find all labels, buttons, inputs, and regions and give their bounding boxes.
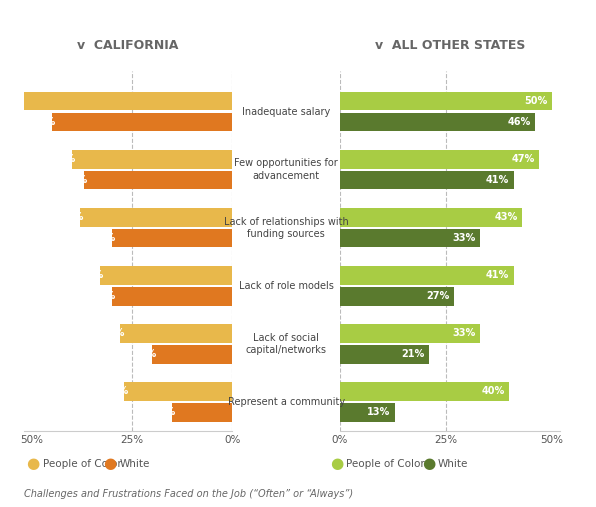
Bar (112, 287, 232, 306)
Bar (112, 229, 232, 247)
Text: 27%: 27% (105, 386, 128, 396)
Text: White: White (119, 459, 150, 469)
Bar (340, 345, 429, 364)
Text: People of Color: People of Color (346, 459, 424, 469)
Text: 47%: 47% (511, 154, 535, 164)
Text: 41%: 41% (486, 270, 510, 280)
Text: Inadequate salary: Inadequate salary (242, 106, 330, 117)
Text: 37%: 37% (65, 175, 88, 185)
Text: 27%: 27% (427, 291, 450, 301)
Text: Challenges and Frustrations Faced on the Job (“Often” or “Always”): Challenges and Frustrations Faced on the… (24, 489, 353, 499)
Bar (172, 403, 232, 422)
Text: Lack of social
capital/networks: Lack of social capital/networks (246, 333, 327, 355)
Text: 30%: 30% (93, 233, 116, 243)
Text: 43%: 43% (495, 212, 518, 222)
Text: 28%: 28% (101, 329, 124, 338)
Bar (340, 208, 522, 227)
Text: White: White (438, 459, 468, 469)
Text: 33%: 33% (452, 329, 476, 338)
Text: ●: ● (330, 456, 343, 472)
Text: 41%: 41% (486, 175, 510, 185)
Text: 45%: 45% (33, 117, 56, 127)
Text: Few opportunities for
advancement: Few opportunities for advancement (234, 159, 338, 181)
Text: 30%: 30% (93, 291, 116, 301)
Bar (340, 171, 514, 190)
Bar (340, 150, 539, 168)
Text: Lack of relationships with
funding sources: Lack of relationships with funding sourc… (224, 216, 349, 239)
Bar (16, 92, 232, 111)
Bar (340, 403, 395, 422)
Bar (340, 382, 510, 401)
Text: 50%: 50% (524, 96, 548, 106)
Text: 38%: 38% (61, 212, 84, 222)
Text: ●: ● (423, 456, 436, 472)
Text: Represent a community: Represent a community (228, 397, 344, 407)
Bar (84, 171, 232, 190)
Text: 40%: 40% (482, 386, 505, 396)
Bar (120, 324, 232, 343)
Bar (340, 92, 552, 111)
Text: 40%: 40% (52, 154, 76, 164)
Text: 21%: 21% (401, 349, 424, 359)
Text: 33%: 33% (452, 233, 476, 243)
Text: Lack of role models: Lack of role models (238, 281, 334, 291)
Text: 46%: 46% (507, 117, 530, 127)
Text: ●: ● (26, 456, 39, 472)
Bar (72, 150, 232, 168)
Text: v  ALL OTHER STATES: v ALL OTHER STATES (375, 39, 525, 52)
Text: 20%: 20% (133, 349, 156, 359)
Bar (80, 208, 232, 227)
Text: 13%: 13% (367, 407, 390, 417)
Bar (152, 345, 232, 364)
Text: 33%: 33% (81, 270, 104, 280)
Text: People of Color: People of Color (43, 459, 122, 469)
Text: v  CALIFORNIA: v CALIFORNIA (77, 39, 179, 52)
Text: 54%: 54% (0, 96, 20, 106)
Text: ●: ● (104, 456, 117, 472)
Bar (52, 113, 232, 131)
Bar (340, 287, 454, 306)
Bar (340, 229, 480, 247)
Bar (100, 266, 232, 284)
Bar (340, 113, 535, 131)
Bar (340, 266, 514, 284)
Bar (340, 324, 480, 343)
Text: 15%: 15% (153, 407, 176, 417)
Bar (124, 382, 232, 401)
